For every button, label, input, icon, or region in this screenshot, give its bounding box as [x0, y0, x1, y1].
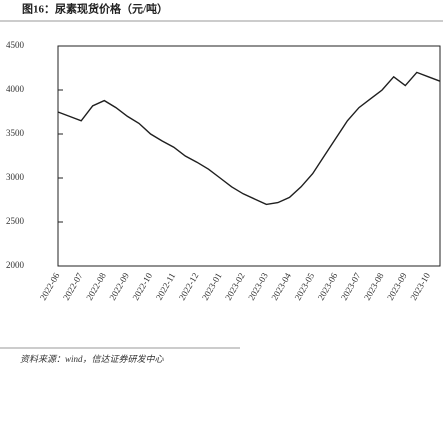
x-tick-label: 2023-10 [408, 271, 432, 302]
x-tick-label: 2023-06 [316, 271, 340, 302]
x-tick-label: 2022-12 [177, 271, 201, 302]
x-tick-label: 2023-09 [385, 271, 409, 302]
x-tick-label: 2022-10 [130, 271, 154, 302]
x-tick-label: 2023-01 [200, 271, 224, 302]
y-tick-label: 4000 [6, 84, 25, 94]
x-tick-label: 2022-06 [38, 271, 62, 302]
x-tick-label: 2023-08 [362, 271, 386, 302]
source-note: 资料来源：wind，信达证券研发中心 [20, 354, 165, 364]
y-tick-label: 3500 [6, 128, 25, 138]
x-tick-label: 2022-09 [107, 271, 131, 302]
x-tick-label: 2023-04 [269, 271, 293, 302]
y-tick-label: 2500 [6, 216, 25, 226]
x-tick-label: 2022-07 [61, 271, 85, 302]
x-tick-label: 2022-08 [84, 271, 108, 302]
x-tick-label: 2022-11 [154, 271, 177, 302]
x-tick-label: 2023-05 [293, 271, 317, 302]
y-tick-label: 3000 [6, 172, 25, 182]
price-line [57, 71, 441, 206]
x-tick-label: 2023-03 [246, 271, 270, 302]
chart-title: 图16：尿素现货价格（元/吨） [22, 2, 168, 16]
y-tick-label: 4500 [6, 40, 25, 50]
y-tick-label: 2000 [6, 260, 25, 270]
plot-frame [57, 45, 441, 267]
x-tick-label: 2023-02 [223, 271, 247, 302]
x-tick-label: 2023-07 [339, 271, 363, 302]
